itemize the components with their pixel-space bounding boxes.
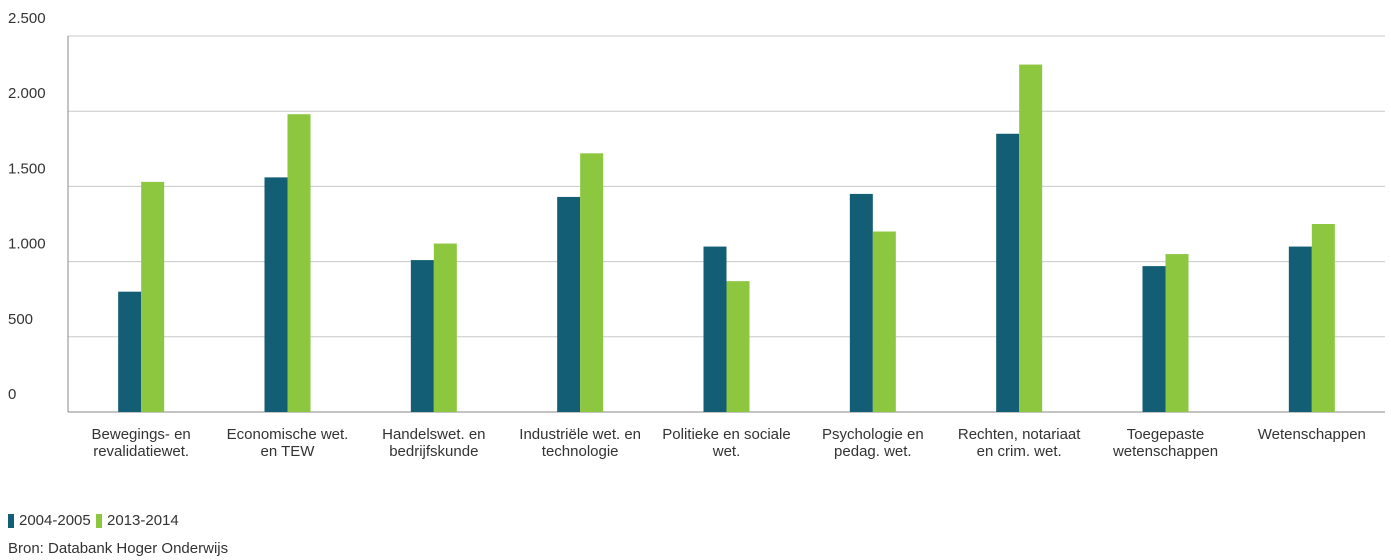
bar (872, 231, 896, 412)
bar (580, 153, 604, 412)
y-tick-label: 1.500 (8, 160, 46, 177)
legend-swatch (96, 513, 102, 528)
x-tick-label: Bewegings- en revalidatiewet. (91, 426, 191, 460)
x-tick-label: Rechten, notariaat en crim. wet. (957, 426, 1081, 460)
bar (264, 177, 288, 412)
x-tick-label: Psychologie en pedag. wet. (821, 426, 924, 460)
source-note: Bron: Databank Hoger Onderwijs (8, 540, 229, 557)
chart: 0 500 1.000 1.500 2.000 2.500 (8, 10, 1385, 413)
bar (849, 193, 873, 412)
bar (433, 243, 457, 412)
legend-item: 2013-2014 (96, 512, 179, 529)
bar (1019, 64, 1043, 413)
x-tick-label: Toegepaste wetenschappen (1112, 426, 1219, 460)
bar (287, 114, 311, 412)
x-tick-label: Politieke en sociale wet. (662, 426, 791, 460)
bar (703, 246, 727, 412)
legend-swatch (8, 513, 14, 528)
x-tick-label: Economische wet. en TEW (226, 426, 349, 460)
y-tick-label: 2.000 (8, 85, 46, 102)
y-tick-label: 2.500 (8, 10, 46, 27)
x-tick-label: Handelswet. en bedrijfskunde (382, 426, 486, 460)
bar (141, 181, 165, 412)
bar (726, 281, 750, 412)
y-tick-label: 0 (8, 386, 16, 403)
bar (118, 291, 142, 412)
bar (1288, 246, 1312, 412)
y-tick-label: 500 (8, 311, 33, 328)
x-tick-label: Industriële wet. en technologie (519, 426, 642, 460)
bar (1142, 266, 1166, 412)
y-tick-label: 1.000 (8, 236, 46, 253)
legend-label: 2004-2005 (19, 512, 91, 529)
legend-label: 2013-2014 (107, 512, 179, 529)
bar (1165, 254, 1189, 412)
legend-item: 2004-2005 (8, 512, 91, 529)
bar (1311, 224, 1335, 412)
x-tick-label: Wetenschappen (1257, 426, 1366, 443)
bar (410, 260, 434, 412)
bar (996, 133, 1020, 412)
bar (557, 196, 581, 412)
